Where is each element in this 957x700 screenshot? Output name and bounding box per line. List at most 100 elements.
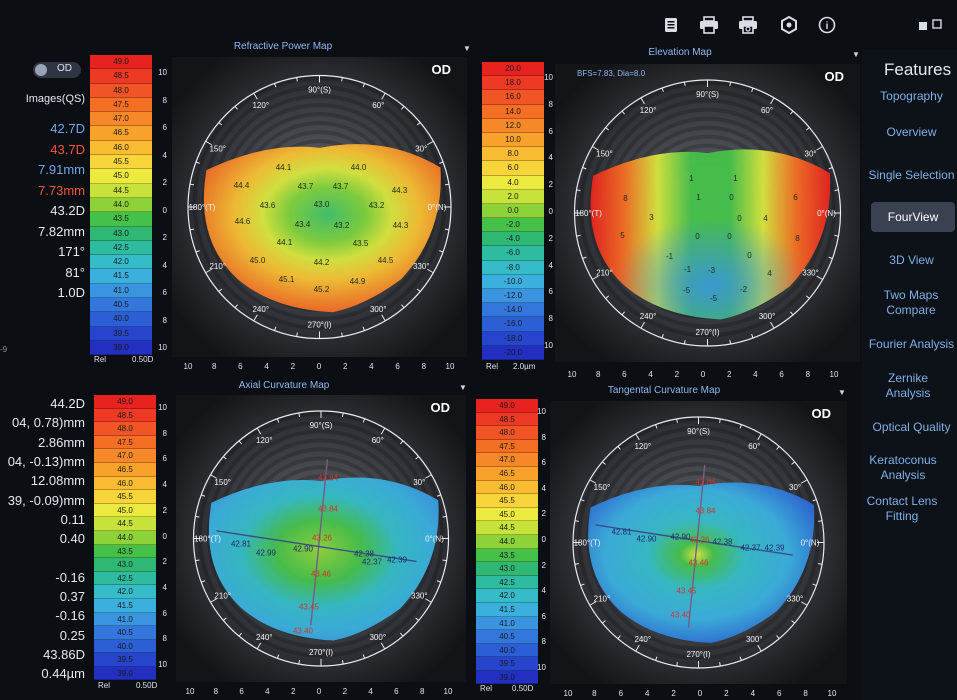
protractor-tick xyxy=(253,92,258,100)
protractor-tick xyxy=(770,97,775,105)
protractor-tick xyxy=(425,598,432,603)
scale-cell: 48.5 xyxy=(94,408,156,423)
x-tick-label: 6 xyxy=(618,689,624,698)
eye-toggle[interactable]: OD xyxy=(33,62,81,78)
refractive-power-map[interactable]: 90°(S) 60° 30° 0°(N) 330° 300° 270°(I) 240° 210°… xyxy=(172,57,467,357)
angle-label: 150° xyxy=(209,144,226,153)
protractor-tick xyxy=(401,105,405,110)
dropdown-arrow-icon[interactable]: ▼ xyxy=(459,383,467,392)
y-tick-label: 2 xyxy=(162,178,167,187)
elevation-foot-unit: 2.0µm xyxy=(513,362,536,371)
sidebar-title: Features xyxy=(884,60,952,79)
left-top-value: 7.82mm xyxy=(38,223,85,239)
map-value-label: 42.39 xyxy=(387,556,408,565)
map-value-label: 42.38 xyxy=(712,538,733,547)
eye-label: OD xyxy=(812,406,832,421)
protractor-tick xyxy=(617,635,621,639)
window-controls-icon[interactable] xyxy=(917,18,942,40)
scale-cell: 39.0 xyxy=(90,340,152,356)
axial-curvature-map[interactable]: 90°(S) 60° 30° 0°(N) 330° 300° 270°(I) 240° 210°… xyxy=(176,395,466,682)
sidebar-item-overview[interactable]: Overview xyxy=(886,125,937,139)
dropdown-arrow-icon[interactable]: ▼ xyxy=(852,50,860,59)
scale-cell: 41.5 xyxy=(476,602,538,617)
sidebar-item-3d-view[interactable]: 3D View xyxy=(889,253,934,267)
angle-label: 210° xyxy=(214,591,231,600)
sidebar-item-contact-lens-fitting[interactable]: Contact Lens Fitting xyxy=(866,494,938,523)
scale-cell: 43.0 xyxy=(94,558,156,572)
sidebar-item-fourier-analysis[interactable]: Fourier Analysis xyxy=(868,337,955,351)
toggle-label: OD xyxy=(57,63,72,74)
y-tick-label: 2 xyxy=(548,180,553,190)
elevation-foot-rel: Rel xyxy=(486,362,499,371)
scale-cell: 16.0 xyxy=(482,90,544,105)
protractor-tick xyxy=(739,656,742,661)
protractor-tick xyxy=(602,620,606,624)
map-value-label: 44.6 xyxy=(235,217,251,226)
map-value-label: 1 xyxy=(733,174,738,183)
map-value-label: 44.1 xyxy=(276,163,292,172)
flat-axis-line xyxy=(595,524,793,556)
sidebar-item-fourview[interactable]: FourView xyxy=(871,202,955,232)
tangential-curvature-map[interactable]: 90°(S) 60° 30° 0°(N) 330° 300° 270°(I) 240° 210°… xyxy=(550,401,847,684)
settings-icon[interactable] xyxy=(778,15,800,38)
flat-axis-line xyxy=(216,530,417,563)
protractor-tick xyxy=(739,424,742,429)
print-icon[interactable] xyxy=(698,16,720,38)
map-value-label: 43.45 xyxy=(676,587,697,596)
left-bottom-value: -0.16 xyxy=(55,569,85,585)
sidebar-item-two-maps-compare[interactable]: Two Maps Compare xyxy=(883,288,939,317)
protractor-tick xyxy=(576,189,581,192)
scale-cell: 48.0 xyxy=(476,426,538,440)
y-tick-label: 0 xyxy=(162,531,167,541)
y-tick-label: 4 xyxy=(162,260,167,270)
angle-label: 270°(I) xyxy=(695,328,719,337)
map-svg: 90°(S) 60° 30° 0°(N) 330° 300° 270°(I) 240° 210°… xyxy=(172,57,467,357)
angle-label: 0°(N) xyxy=(801,539,820,548)
scale-cell: 48.5 xyxy=(476,412,538,427)
map-value-label: 43.26 xyxy=(312,534,333,543)
protractor-tick xyxy=(805,127,810,131)
left-bottom-value: 2.86mm xyxy=(38,434,85,450)
x-tick-label: 8 xyxy=(421,362,427,371)
eye-label: OD xyxy=(432,62,452,77)
sidebar-item-single-selection[interactable]: Single Selection xyxy=(868,168,955,182)
scale-cell: 6.0 xyxy=(482,161,544,176)
scale-cell: 47.5 xyxy=(476,439,538,454)
left-bottom-value: 44.2D xyxy=(50,396,85,411)
y-tick-label: 10 xyxy=(537,663,546,672)
scale-foot-unit: 0.50D xyxy=(132,355,154,364)
scale-cell: 43.5 xyxy=(94,544,156,559)
map-value-label: 44.3 xyxy=(392,186,408,195)
dropdown-arrow-icon[interactable]: ▼ xyxy=(838,388,846,397)
print-preview-icon[interactable] xyxy=(737,16,759,38)
map-value-label: 0 xyxy=(695,232,700,241)
y-tick-label: 8 xyxy=(548,99,553,109)
dropdown-arrow-icon[interactable]: ▼ xyxy=(463,44,471,53)
sidebar-item-zernike-analysis[interactable]: Zernike Analysis xyxy=(885,371,931,400)
map-value-label: 0 xyxy=(737,214,742,223)
protractor-tick xyxy=(617,446,621,450)
scale-cell: 48.0 xyxy=(94,422,156,436)
sidebar-item-topography[interactable]: Topography xyxy=(880,89,943,103)
protractor-tick xyxy=(655,656,658,661)
map-value-label: 42.90 xyxy=(636,535,657,544)
angle-label: 180°(T) xyxy=(189,203,216,212)
info-icon[interactable]: i xyxy=(816,16,838,38)
elevation-scale-bar: 20.0 18.0 16.0 14.0 12.0 10.0 8.0 6.0 4.0 2.0 0.0-… xyxy=(482,62,544,360)
x-tick-label: 4 xyxy=(264,362,269,371)
y-tick-label: 6 xyxy=(541,458,546,468)
map-value-label: 42.81 xyxy=(231,540,252,549)
x-tick-label: 10 xyxy=(567,370,577,379)
sidebar-item-keratoconus-analysis[interactable]: Keratoconus Analysis xyxy=(869,453,937,482)
document-icon[interactable] xyxy=(660,16,682,38)
map-svg: 90°(S) 60° 30° 0°(N) 330° 300° 270°(I) 240° 210°… xyxy=(176,395,466,682)
elevation-map[interactable]: 90°(S) 60° 30° 0°(N) 330° 300° 270°(I) 240° 210°… xyxy=(555,64,860,362)
map-value-label: 4 xyxy=(763,214,768,223)
left-top-value: 7.91mm xyxy=(38,162,85,177)
scale-cell: 41.0 xyxy=(476,616,538,631)
x-tick-label: 6 xyxy=(395,362,400,371)
scale-cell: 40.0 xyxy=(476,643,538,658)
sidebar-item-optical-quality[interactable]: Optical Quality xyxy=(872,420,951,434)
info-glyph: i xyxy=(826,21,829,32)
protractor-tick xyxy=(757,433,762,441)
